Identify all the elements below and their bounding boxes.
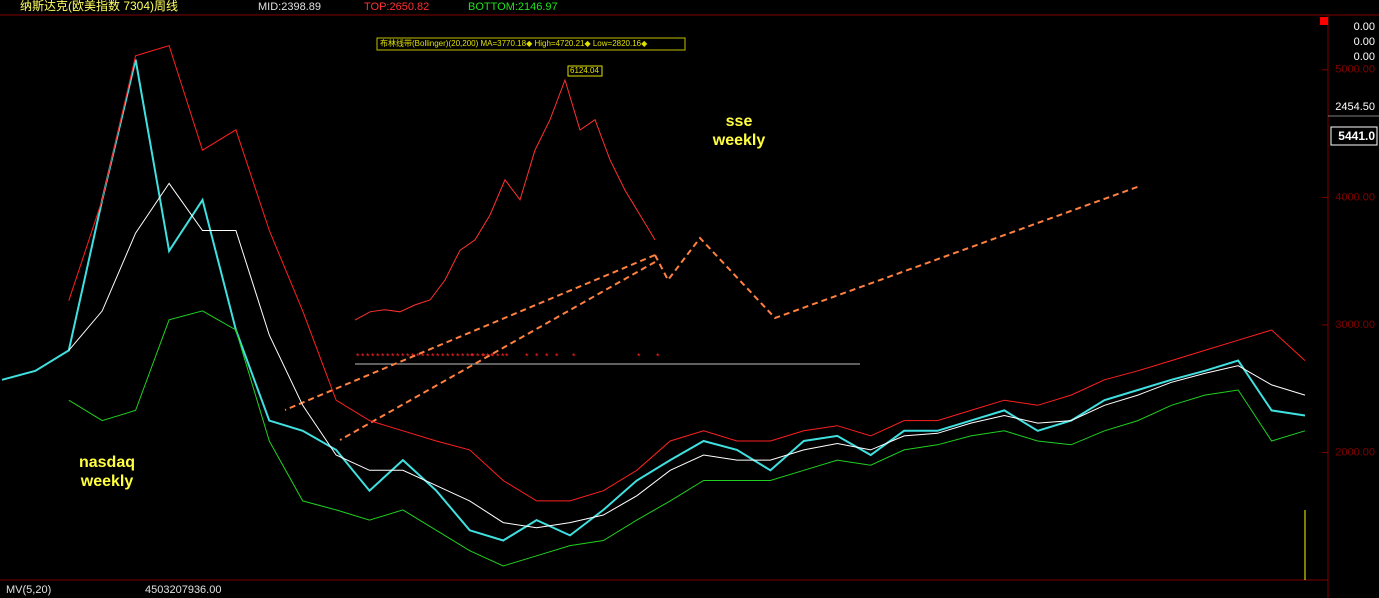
- signal-star: *: [366, 351, 370, 361]
- signal-star: *: [446, 351, 450, 361]
- arrow: [284, 254, 656, 411]
- annotation: sse: [726, 113, 753, 130]
- peak-label: 6124.04: [570, 66, 599, 75]
- arrow: [654, 185, 1141, 320]
- signal-star: *: [545, 351, 549, 361]
- signal-star: *: [441, 351, 445, 361]
- y-tick-label: 3000.00: [1335, 319, 1375, 331]
- series-line: [354, 78, 656, 321]
- signal-star: *: [656, 351, 660, 361]
- signal-star: *: [451, 351, 455, 361]
- y-tick-label: 4000.00: [1335, 191, 1375, 203]
- arrows: [284, 185, 1141, 441]
- signal-star: *: [361, 351, 365, 361]
- signal-star: *: [456, 351, 460, 361]
- top-label: TOP:2650.82: [364, 1, 429, 13]
- signal-star: *: [431, 351, 435, 361]
- signal-star: *: [466, 351, 470, 361]
- annotation: weekly: [712, 132, 766, 149]
- signal-star: *: [426, 351, 430, 361]
- axis-label: 0.00: [1354, 51, 1375, 63]
- signal-star: *: [572, 351, 576, 361]
- annotation: nasdaq: [79, 454, 135, 471]
- arrow: [339, 261, 656, 441]
- annotation: weekly: [80, 473, 134, 490]
- title: 纳斯达克(欧美指数 7304)周线: [20, 0, 178, 13]
- price-value: 5441.0: [1338, 129, 1375, 143]
- series-line: [68, 182, 1306, 529]
- signal-star: *: [496, 351, 500, 361]
- signal-star: *: [637, 351, 641, 361]
- peak-box: [567, 65, 603, 77]
- corner-box[interactable]: [1320, 17, 1328, 25]
- signal-star: *: [376, 351, 380, 361]
- signal-star: *: [555, 351, 559, 361]
- signal-star: *: [491, 351, 495, 361]
- signal-star: *: [501, 351, 505, 361]
- signal-star: *: [421, 351, 425, 361]
- signal-star: *: [481, 351, 485, 361]
- series-line: [68, 44, 1306, 502]
- price-box: [1330, 126, 1378, 146]
- signal-star: *: [436, 351, 440, 361]
- inset-legend: 布林线带(Bollinger)(20,200) MA=3770.18◆ High…: [380, 38, 648, 48]
- signal-star: *: [386, 351, 390, 361]
- signal-row: * * * * * * * * * * * * * * * * * * * * * * * * * * * * * ** * * * * * * * * *…: [356, 351, 660, 361]
- signal-star: *: [381, 351, 385, 361]
- signal-star: *: [505, 351, 509, 361]
- signal-star: *: [476, 351, 480, 361]
- signal-star: *: [406, 351, 410, 361]
- series-line: [1, 59, 1306, 542]
- signal-star: *: [401, 351, 405, 361]
- signal-star: *: [416, 351, 420, 361]
- mid-label: MID:2398.89: [258, 1, 321, 13]
- volume-label: 4503207936.00: [145, 584, 221, 596]
- signal-star: *: [371, 351, 375, 361]
- inset-legend-box: [376, 37, 686, 51]
- bottom-label: BOTTOM:2146.97: [468, 1, 558, 13]
- signal-star: *: [356, 351, 360, 361]
- y-tick-label: 5000.00: [1335, 64, 1375, 76]
- signal-star: *: [525, 351, 529, 361]
- signal-star: *: [391, 351, 395, 361]
- axis-label: 0.00: [1354, 36, 1375, 48]
- axis-label: 0.00: [1354, 21, 1375, 33]
- series-line: [68, 310, 1306, 567]
- signal-star: *: [461, 351, 465, 361]
- signal-star: *: [471, 351, 475, 361]
- axis-label: 2454.50: [1335, 101, 1375, 113]
- signal-star: *: [535, 351, 539, 361]
- signal-star: *: [490, 351, 494, 361]
- indicator-label: MV(5,20): [6, 584, 51, 596]
- y-tick-label: 2000.00: [1335, 446, 1375, 458]
- signal-star: *: [396, 351, 400, 361]
- signal-star: *: [482, 351, 486, 361]
- signal-star: *: [470, 351, 474, 361]
